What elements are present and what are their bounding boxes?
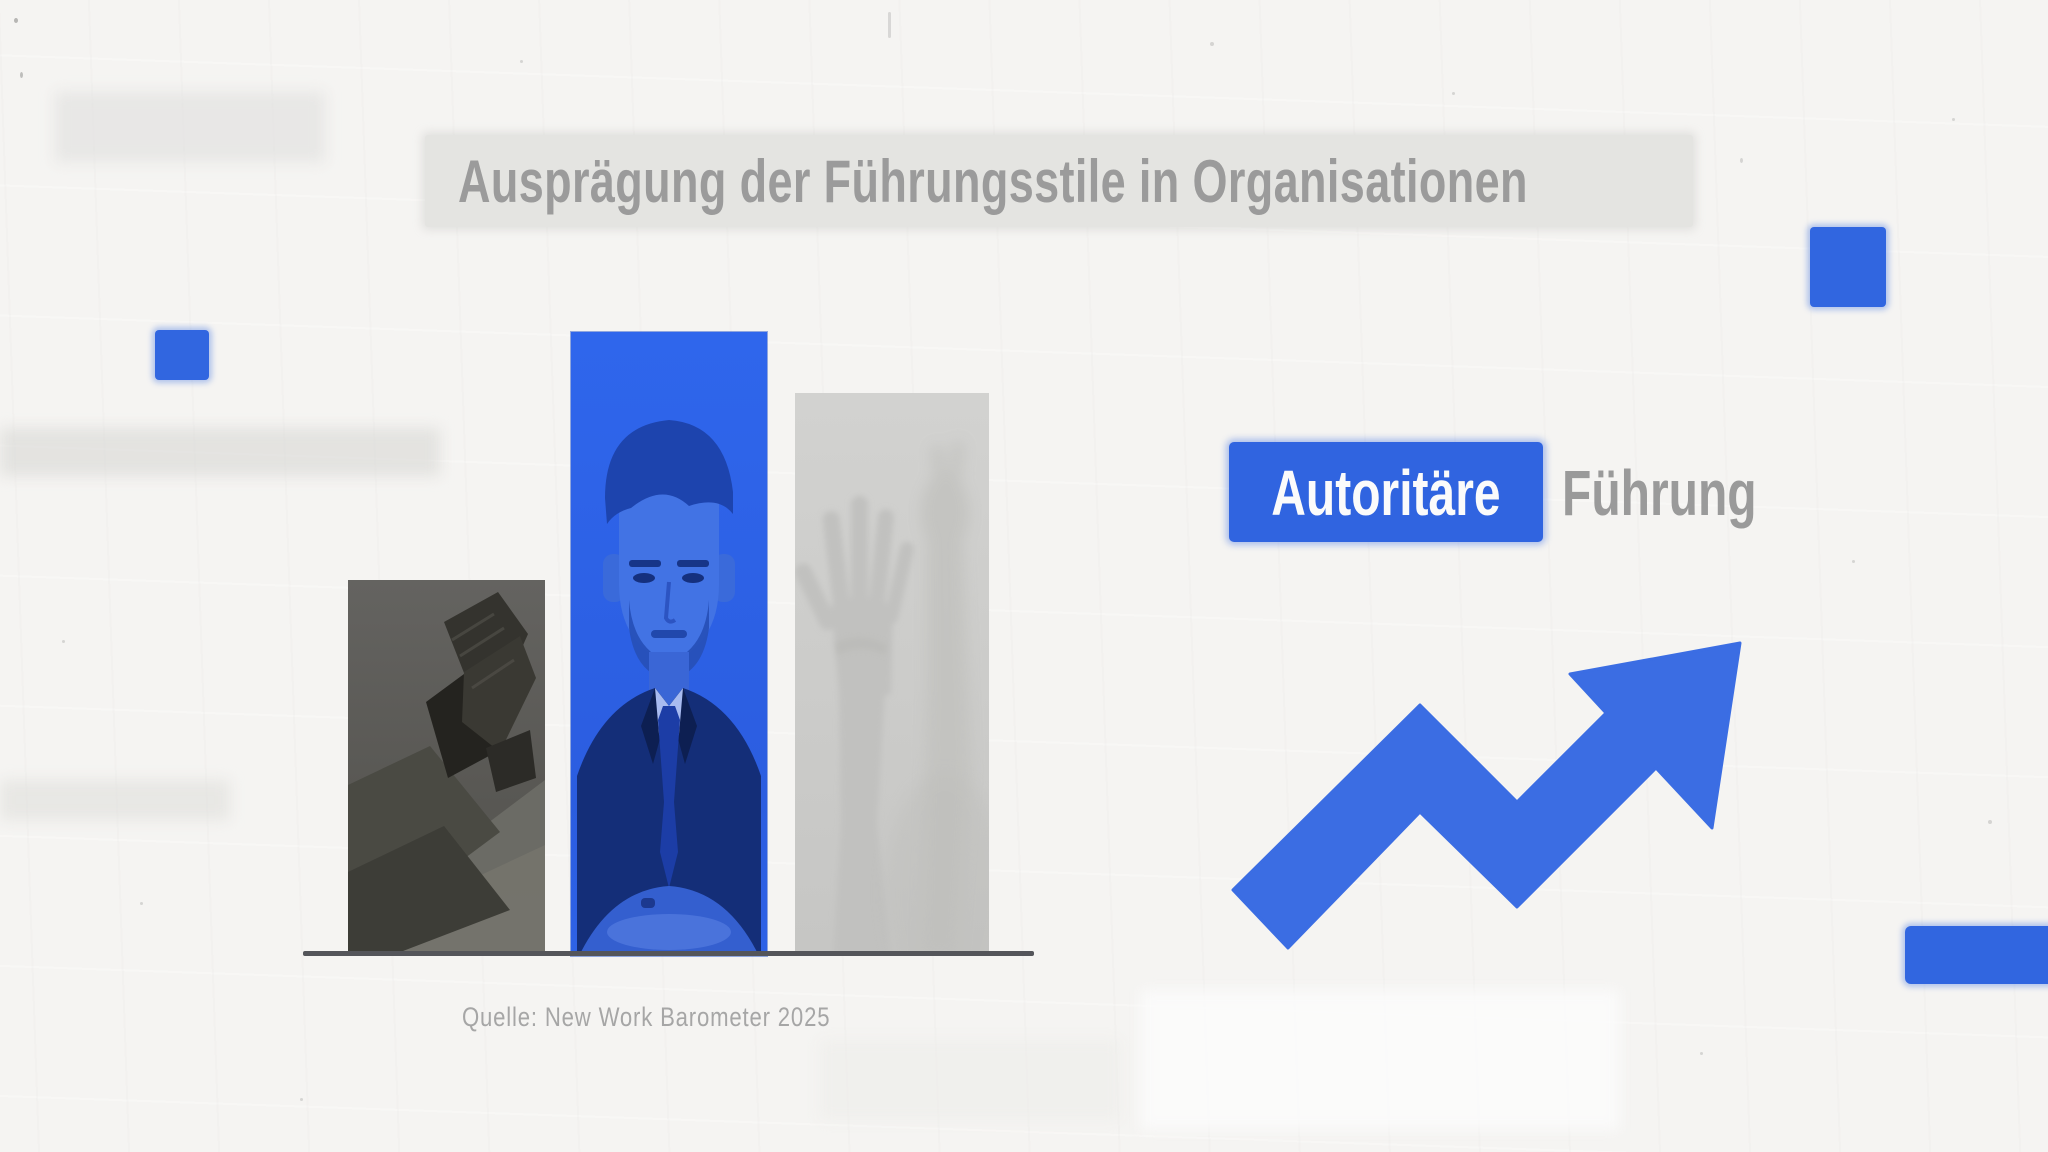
chart-source-note: Quelle: New Work Barometer 2025	[462, 1002, 831, 1032]
paper-speck	[1988, 820, 1992, 824]
feet-on-desk-photo-art	[348, 580, 545, 956]
label-highlight-box: Autoritäre	[1229, 442, 1543, 542]
blue-chalk-square-top-right	[1810, 227, 1886, 307]
paper-speck	[1852, 560, 1855, 563]
blue-man-portrait-art	[571, 332, 767, 956]
bar-authoritarian-leader	[571, 332, 767, 956]
blue-chalk-square-left	[155, 330, 209, 380]
label-plain-word: Führung	[1562, 457, 1757, 529]
background-wash	[0, 428, 440, 476]
paper-speck	[1452, 92, 1455, 95]
background-wash	[1140, 990, 1620, 1130]
background-wash	[0, 780, 230, 820]
title-band: Ausprägung der Führungsstile in Organisa…	[425, 135, 1693, 227]
bar-feet-on-desk	[348, 580, 545, 956]
raised-hands-photo-art	[795, 393, 989, 956]
paper-speck	[140, 902, 143, 905]
chart-baseline	[303, 951, 1034, 956]
paper-speck	[1740, 158, 1743, 163]
paper-speck	[1700, 1052, 1703, 1055]
page-title: Ausprägung der Führungsstile in Organisa…	[458, 148, 1528, 215]
bar-raised-hands	[795, 393, 989, 956]
paper-speck	[62, 640, 65, 643]
paper-speck	[1952, 118, 1955, 121]
paper-speck	[20, 72, 23, 78]
paper-speck	[300, 1098, 303, 1101]
background-wash	[55, 92, 325, 162]
label-highlighted-word: Autoritäre	[1271, 457, 1501, 529]
paper-speck	[888, 12, 891, 38]
paper-speck	[14, 18, 18, 23]
paper-speck	[1210, 42, 1214, 46]
background-wash	[820, 1040, 1120, 1120]
trend-up-arrow-icon	[1231, 641, 1742, 950]
blue-chalk-band-bottom-right	[1905, 926, 2048, 984]
paper-speck	[520, 60, 523, 63]
